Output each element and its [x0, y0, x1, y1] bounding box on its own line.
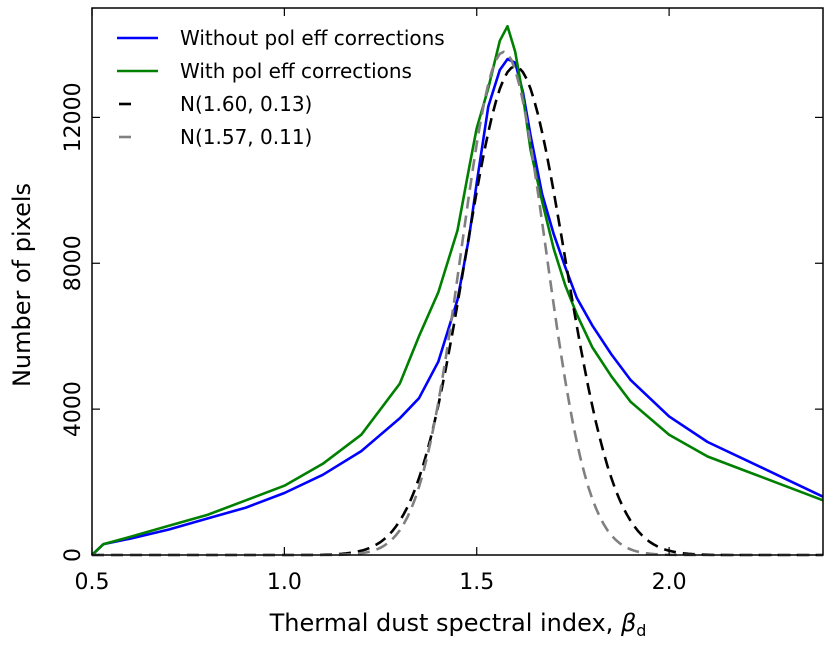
- x-tick-label: 1.5: [459, 570, 494, 595]
- legend-label: Without pol eff corrections: [180, 26, 445, 50]
- x-axis: 0.5 1.0 1.5 2.0: [75, 8, 687, 595]
- legend: Without pol eff corrections With pol eff …: [117, 26, 445, 149]
- x-tick-label: 0.5: [75, 570, 110, 595]
- y-tick-label: 12000: [61, 82, 86, 152]
- plot-frame: [91, 7, 824, 556]
- series-line: [91, 57, 824, 556]
- y-axis: 0 4000 8000 12000: [61, 82, 823, 562]
- legend-label: N(1.60, 0.13): [180, 92, 312, 116]
- y-tick-label: 0: [61, 548, 86, 562]
- y-tick-label: 4000: [61, 381, 86, 437]
- x-tick-label: 2.0: [652, 570, 687, 595]
- y-tick-label: 8000: [61, 235, 86, 291]
- x-axis-label: Thermal dust spectral index, βd: [269, 609, 647, 640]
- legend-label: N(1.57, 0.11): [180, 125, 312, 149]
- x-tick-label: 1.0: [267, 570, 302, 595]
- series-line: [91, 24, 824, 556]
- legend-label: With pol eff corrections: [180, 59, 412, 83]
- y-axis-label: Number of pixels: [8, 183, 36, 387]
